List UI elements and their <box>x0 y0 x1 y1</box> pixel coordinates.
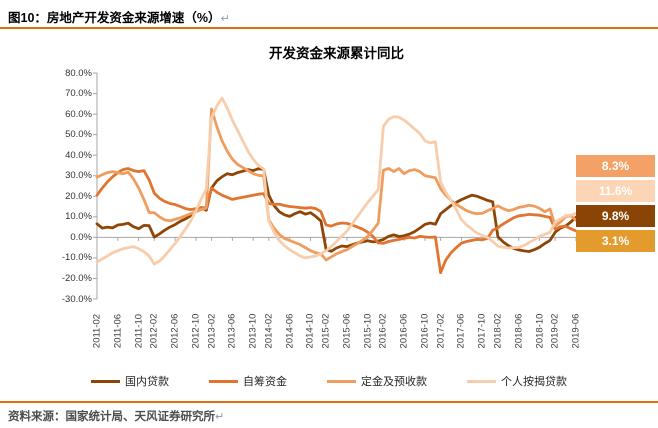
x-tick-label: 2016-10 <box>419 313 431 349</box>
x-tick-label: 2011-02 <box>91 313 103 349</box>
y-tick-label: -10.0% <box>61 252 92 264</box>
y-tick-label: 20.0% <box>65 190 92 202</box>
return-mark-icon: ↵ <box>220 13 230 25</box>
x-tick-label: 2014-10 <box>304 313 316 349</box>
y-tick-label: 60.0% <box>65 108 92 120</box>
x-tick-label: 2014-06 <box>284 313 296 349</box>
y-tick-label: 30.0% <box>65 170 92 182</box>
x-tick-label: 2018-06 <box>513 313 525 349</box>
x-tick-label: 2012-06 <box>169 313 181 349</box>
return-mark-icon: ↵ <box>215 411 225 423</box>
chart-legend: 国内贷款 自筹资金 定金及预收款 个人按揭贷款 <box>0 373 658 389</box>
series-line-自筹资金 <box>95 167 578 275</box>
y-tick-label: 70.0% <box>65 88 92 100</box>
x-tick-label: 2012-10 <box>190 313 202 349</box>
y-tick-label: 0.0% <box>70 231 92 243</box>
legend-swatch-icon <box>91 379 120 383</box>
x-tick-label: 2017-02 <box>435 313 447 349</box>
figure-title: 图10：房地产开发资金来源增速（%）↵ <box>8 7 230 26</box>
legend-swatch-icon <box>209 379 238 383</box>
x-tick-label: 2011-06 <box>112 313 124 349</box>
x-tick-label: 2015-06 <box>341 313 353 349</box>
x-tick-label: 2018-10 <box>534 313 546 349</box>
y-tick-label: 50.0% <box>65 129 92 141</box>
x-tick-label: 2012-02 <box>148 313 160 349</box>
x-tick-label: 2019-02 <box>549 313 561 349</box>
x-tick-label: 2015-10 <box>362 313 374 349</box>
x-tick-label: 2013-02 <box>206 313 218 349</box>
footer-rule <box>0 401 658 403</box>
x-tick-label: 2017-06 <box>455 313 467 349</box>
series-line-国内贷款 <box>95 167 578 253</box>
legend-item: 国内贷款 <box>91 373 169 389</box>
y-tick-label: 40.0% <box>65 149 92 161</box>
y-tick-label: -30.0% <box>61 293 92 305</box>
header-rule <box>0 27 658 29</box>
x-tick-label: 2019-06 <box>570 313 582 349</box>
y-tick-label: 80.0% <box>65 67 92 79</box>
x-tick-label: 2018-02 <box>492 313 504 349</box>
x-tick-label: 2015-02 <box>320 313 332 349</box>
legend-item: 定金及预收款 <box>327 373 427 389</box>
y-tick-label: -20.0% <box>61 272 92 284</box>
legend-swatch-icon <box>467 379 496 383</box>
legend-item: 自筹资金 <box>209 373 287 389</box>
x-tick-label: 2016-06 <box>398 313 410 349</box>
x-tick-label: 2017-10 <box>476 313 488 349</box>
legend-swatch-icon <box>327 379 356 383</box>
x-tick-label: 2013-10 <box>247 313 259 349</box>
figure-title-text: 图10：房地产开发资金来源增速（%） <box>8 11 221 25</box>
x-tick-label: 2016-02 <box>377 313 389 349</box>
series-line-个人按揭贷款 <box>95 96 578 266</box>
x-tick-label: 2014-02 <box>263 313 275 349</box>
legend-item: 个人按揭贷款 <box>467 373 567 389</box>
series-line-定金及预收款 <box>95 107 578 262</box>
legend-label: 国内贷款 <box>125 376 169 388</box>
legend-label: 自筹资金 <box>243 376 287 388</box>
end-callout: 9.8% <box>576 205 655 227</box>
end-callout: 8.3% <box>576 155 655 177</box>
legend-label: 定金及预收款 <box>361 376 427 388</box>
x-tick-label: 2013-06 <box>226 313 238 349</box>
source-note: 资料来源：国家统计局、天风证券研究所↵ <box>8 408 224 424</box>
chart-title: 开发资金来源累计同比 <box>269 46 404 61</box>
end-callout: 3.1% <box>576 230 655 252</box>
end-callout: 11.6% <box>576 180 655 202</box>
x-tick-label: 2011-10 <box>133 313 145 349</box>
legend-label: 个人按揭贷款 <box>501 376 567 388</box>
y-tick-label: 10.0% <box>65 211 92 223</box>
source-text: 资料来源：国家统计局、天风证券研究所 <box>8 411 215 423</box>
